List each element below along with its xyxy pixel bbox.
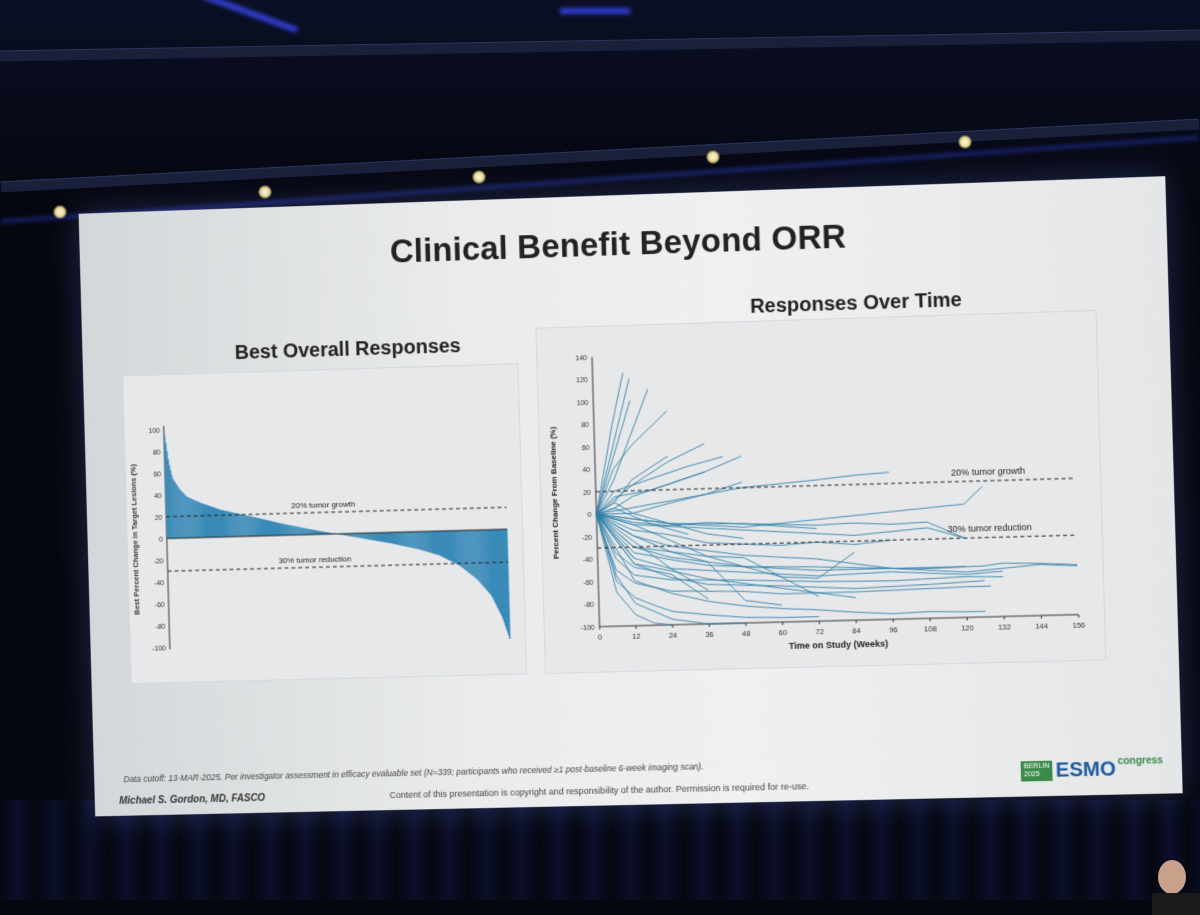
- reference-line-label: 20% tumor growth: [951, 466, 1025, 478]
- logo-city-badge: BERLIN 2025: [1021, 761, 1053, 782]
- x-tick-label: 144: [1035, 621, 1048, 630]
- y-tick-label: 20: [583, 490, 591, 497]
- data-cutoff-footnote: Data cutoff: 13-MAR-2025. Per investigat…: [123, 757, 919, 785]
- y-tick-label: 80: [153, 450, 161, 457]
- x-tick-label: 60: [779, 628, 788, 637]
- spider-chart: 140120100806040200-20-40-60-80-100012243…: [536, 311, 1105, 673]
- slide-title: Clinical Benefit Beyond ORR: [79, 206, 1167, 280]
- spotlight-icon: [958, 135, 972, 149]
- y-tick-label: 60: [153, 471, 161, 478]
- y-tick-label: 140: [575, 355, 587, 362]
- y-tick-label: 100: [148, 428, 160, 435]
- y-axis-label: Percent Change From Baseline (%): [548, 426, 561, 559]
- y-tick-label: -40: [154, 580, 164, 587]
- y-tick-label: 0: [159, 537, 163, 544]
- presenter-silhouette: [1140, 855, 1200, 915]
- y-tick-label: 0: [588, 512, 592, 519]
- spider-chart-panel: 140120100806040200-20-40-60-80-100012243…: [535, 310, 1106, 674]
- y-tick-label: 80: [581, 422, 589, 429]
- x-tick-label: 108: [924, 624, 937, 633]
- x-tick-label: 132: [998, 622, 1011, 631]
- y-tick-label: -20: [582, 535, 592, 542]
- y-tick-label: -60: [155, 602, 165, 609]
- spotlight-icon: [472, 170, 486, 184]
- ceiling-background: [0, 0, 1200, 200]
- y-tick-label: -40: [583, 557, 593, 564]
- patient-line: [596, 507, 855, 604]
- waterfall-chart: 100 80 60 40 20 0 -20 -40 -60 -80 -100 Best Percent…: [123, 364, 526, 683]
- patient-line: [596, 508, 816, 534]
- logo-year: 2025: [1024, 771, 1050, 780]
- x-tick-label: 0: [598, 633, 602, 642]
- x-tick-label: 120: [961, 623, 974, 632]
- reference-line-label: 20% tumor growth: [291, 500, 355, 511]
- reference-line: [597, 535, 1076, 548]
- y-tick-label: -80: [155, 624, 165, 631]
- y-tick-label: 40: [154, 493, 162, 500]
- stage-light-strip: [560, 8, 630, 14]
- x-tick-label: 72: [815, 627, 824, 636]
- patient-line: [595, 456, 743, 514]
- y-tick-label: -60: [583, 580, 593, 587]
- reference-line: [596, 478, 1075, 491]
- x-tick-label: 48: [742, 629, 751, 638]
- spotlight-icon: [258, 185, 272, 199]
- reference-line-label: 30% tumor reduction: [947, 522, 1032, 534]
- patient-line: [595, 472, 889, 514]
- reference-line-label: 30% tumor reduction: [278, 554, 351, 565]
- y-tick-label: 60: [582, 445, 590, 452]
- x-tick-label: 24: [669, 631, 678, 640]
- y-tick-label: 100: [577, 400, 589, 407]
- presenter-name: Michael S. Gordon, MD, FASCO: [119, 793, 265, 807]
- y-tick-label: 120: [576, 378, 588, 385]
- x-tick-label: 84: [852, 626, 861, 635]
- x-tick-label: 156: [1072, 620, 1085, 629]
- copyright-notice: Content of this presentation is copyrigh…: [389, 781, 809, 800]
- stage-curtain: [0, 800, 1200, 900]
- x-tick-label: 12: [632, 632, 641, 641]
- y-tick-label: -100: [152, 645, 166, 652]
- spotlight-icon: [53, 205, 67, 219]
- presentation-slide: Clinical Benefit Beyond ORR Best Overall…: [79, 176, 1183, 816]
- x-tick-label: 36: [705, 630, 714, 639]
- x-tick-label: 96: [889, 625, 898, 634]
- esmo-congress-logo: BERLIN 2025 ESMO congress: [1021, 758, 1164, 781]
- logo-suffix: congress: [1117, 755, 1163, 767]
- y-axis-label: Best Percent Change in Target Lesions (%…: [128, 463, 141, 615]
- y-tick-label: -100: [581, 625, 595, 632]
- logo-brand: ESMO: [1055, 759, 1116, 781]
- patient-line: [596, 504, 965, 576]
- spotlight-icon: [706, 150, 720, 164]
- y-tick-label: 40: [582, 467, 590, 474]
- y-tick-label: 20: [155, 515, 163, 522]
- x-axis-label: Time on Study (Weeks): [789, 638, 889, 651]
- y-tick-label: -80: [584, 602, 594, 609]
- waterfall-chart-panel: 100 80 60 40 20 0 -20 -40 -60 -80 -100 Best Percent…: [122, 363, 527, 684]
- y-tick-label: -20: [154, 558, 164, 565]
- patient-line: [596, 506, 891, 551]
